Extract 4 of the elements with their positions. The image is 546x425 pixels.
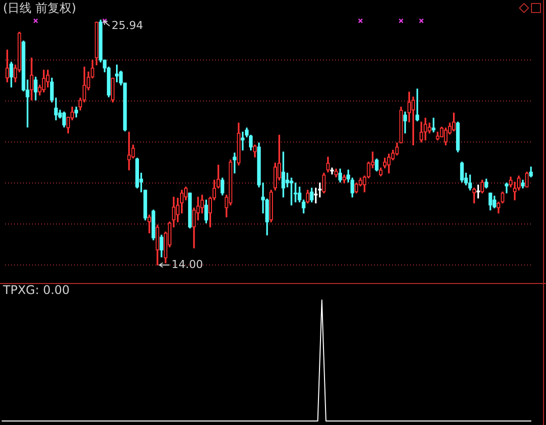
chart-title: TPXG: 0.00 xyxy=(2,283,70,298)
annotation: 14.00 xyxy=(171,258,203,271)
annotation: 25.94 xyxy=(112,18,144,32)
chart-title: (日线 前复权) xyxy=(3,1,76,16)
